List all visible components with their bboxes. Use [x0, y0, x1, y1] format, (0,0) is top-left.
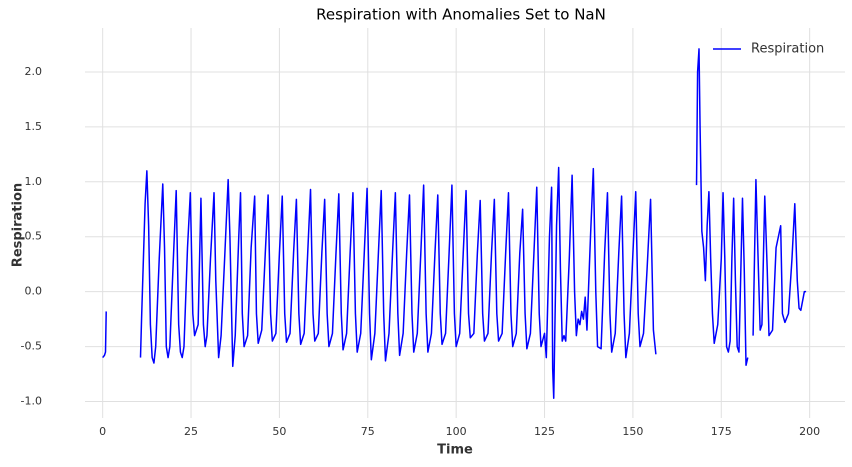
y-tick-label: 0.5: [25, 230, 43, 243]
y-tick-label: 1.5: [25, 120, 43, 133]
y-tick-label: 1.0: [25, 175, 43, 188]
x-tick-label: 75: [361, 425, 375, 438]
y-axis-label: Respiration: [11, 183, 26, 267]
data-line: [102, 48, 807, 399]
x-tick-label: 100: [446, 425, 467, 438]
x-tick-label: 25: [184, 425, 198, 438]
x-tick-label: 200: [799, 425, 820, 438]
x-tick-label: 50: [272, 425, 286, 438]
chart-title: Respiration with Anomalies Set to NaN: [316, 6, 606, 24]
y-tick-label: -1.0: [21, 395, 42, 408]
y-tick-label: 2.0: [25, 65, 43, 78]
x-tick-label: 150: [622, 425, 643, 438]
x-axis-label: Time: [437, 443, 473, 458]
legend-label: Respiration: [751, 42, 824, 57]
x-tick-label: 125: [534, 425, 555, 438]
x-tick-label: 175: [711, 425, 732, 438]
x-tick-label: 0: [99, 425, 106, 438]
y-tick-label: -0.5: [21, 340, 42, 353]
y-tick-label: 0.0: [25, 285, 43, 298]
